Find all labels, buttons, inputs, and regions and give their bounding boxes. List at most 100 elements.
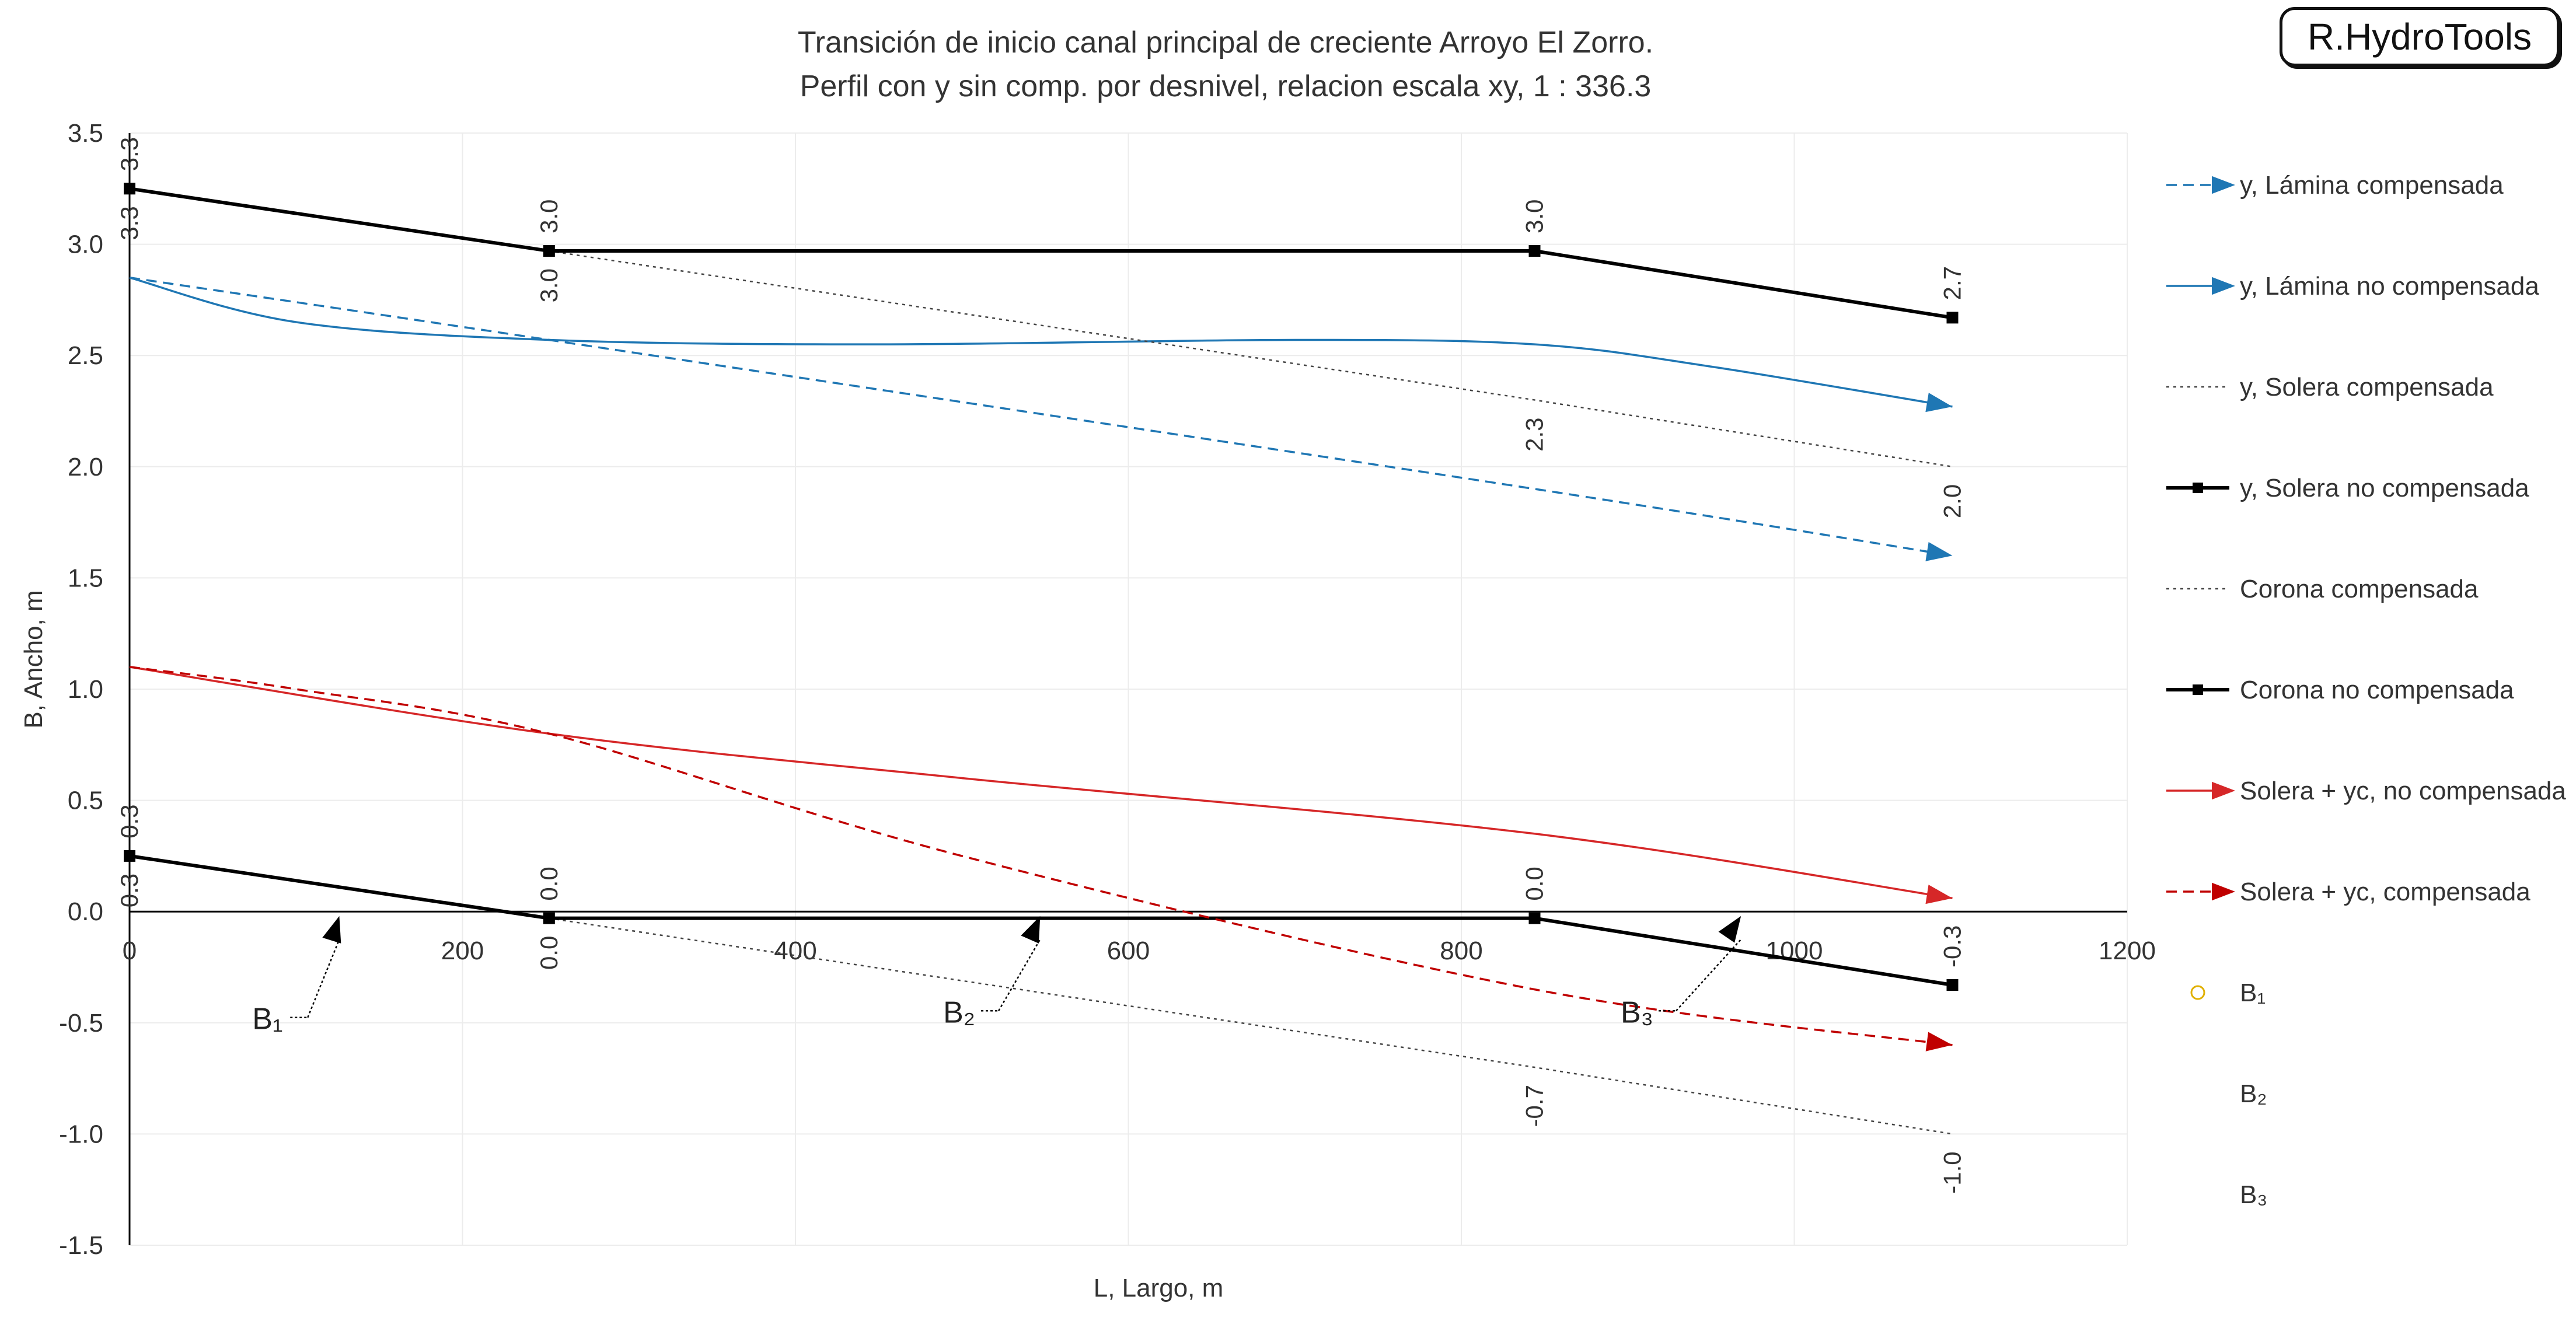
legend-item: y, Solera no compensada [2166,474,2529,502]
legend-swatch-marker [2193,483,2203,493]
data-label: 0.0 [535,936,563,970]
legend-item: B₁ [2190,979,2266,1007]
series-line [129,187,1953,320]
legend-swatch-marker [2193,684,2203,695]
x-axis-title: L, Largo, m [1094,1274,1224,1302]
legend-item: Solera + yc, compensada [2166,878,2530,906]
legend-label: Corona compensada [2240,575,2479,603]
annotation-leader [997,939,1041,1011]
data-label: 3.0 [1521,200,1548,233]
data-point [1946,979,1959,991]
y-tick-label: 1.5 [68,564,103,592]
legend-label: B₂ [2240,1080,2267,1108]
data-point [1528,912,1541,924]
x-tick-label: 1200 [2099,937,2156,965]
annotation-label: B₁ [252,1002,282,1036]
series-line [549,917,1953,1135]
annotations: B₁ B₂ B₃ [252,916,1742,1036]
axes: -1.5 -1.0 -0.5 0.0 0.5 1.0 1.5 2.0 2.5 3.0 3.5 0 200… [59,119,2156,1260]
legend-label: y, Solera no compensada [2240,474,2529,502]
data-label: 0.3 [116,805,143,839]
data-point [543,245,555,257]
brand-logo: R.HydroTools [2280,7,2560,67]
legend-label: B₃ [2240,1180,2267,1209]
legend-label: Solera + yc, compensada [2240,878,2530,906]
legend-item: Corona no compensada [2166,676,2514,704]
legend-swatch-arrow [2212,277,2235,295]
series-end-arrow [1925,542,1953,561]
series-line [129,277,1953,557]
data-label: 2.0 [1938,484,1966,518]
data-point [124,850,135,862]
series-line [129,277,1953,408]
series-end-arrow [1925,393,1953,413]
data-label: 2.3 [1521,417,1548,451]
y-tick-label: 2.5 [68,341,103,370]
y-tick-label: -0.5 [59,1009,103,1037]
x-tick-label: 200 [441,937,484,965]
y-tick-label: -1.0 [59,1120,103,1148]
data-label: -0.3 [1938,925,1966,967]
legend-label: Solera + yc, no compensada [2240,777,2566,805]
legend-swatch-arrow [2212,176,2235,194]
legend-item: B₃ [2240,1180,2267,1209]
legend-label: y, Lámina compensada [2240,171,2504,200]
x-tick-label: 400 [774,937,816,965]
data-label: 3.0 [535,200,563,233]
x-tick-label: 800 [1440,937,1482,965]
legend-label: B₁ [2240,979,2266,1007]
legend-swatch-arrow [2212,882,2235,901]
y-tick-label: 0.5 [68,787,103,815]
legend-item: y, Lámina no compensada [2166,272,2539,301]
legend-swatch-arrow [2212,781,2235,800]
y-tick-label: 0.0 [68,897,103,926]
series [124,183,1959,1135]
data-label: 0.0 [535,867,563,900]
legend-swatch-marker [2190,985,2205,1000]
legend-label: Corona no compensada [2240,676,2514,704]
data-point [1946,312,1959,324]
data-label: 3.3 [116,206,143,240]
data-label: 0.3 [116,874,143,907]
data-point [1528,245,1541,257]
data-point [124,183,135,195]
data-label: 3.3 [116,137,143,171]
y-tick-label: 1.0 [68,675,103,704]
legend-item: Solera + yc, no compensada [2166,777,2566,805]
chart-title: Transición de inicio canal principal de … [798,26,1653,60]
data-label: 0.0 [1521,867,1548,900]
legend-item: y, Lámina compensada [2166,171,2504,200]
legend-label: y, Lámina no compensada [2240,272,2539,301]
y-tick-label: 2.0 [68,453,103,481]
series-line [129,666,1953,1046]
annotation-leader [307,939,340,1018]
annotation-arrow [1718,916,1741,943]
legend-item: y, Solera compensada [2166,373,2494,401]
data-label: -0.7 [1521,1085,1548,1127]
y-tick-label: 3.0 [68,230,103,259]
annotation-arrow [322,916,341,944]
series-end-arrow [1925,885,1953,904]
chart-subtitle: Perfil con y sin comp. por desnivel, rel… [800,69,1652,103]
x-tick-label: 0 [123,937,137,965]
legend-item: Corona compensada [2166,575,2479,603]
data-label: -1.0 [1938,1151,1966,1193]
data-label: 3.0 [535,268,563,302]
series-line [129,666,1953,900]
grid [129,132,2128,1246]
data-labels: 3.3 3.3 3.0 3.0 3.0 2.3 2.7 2.0 0.3 0.3 0.0 0.0 0.0 -… [116,137,1966,1194]
x-tick-label: 600 [1107,937,1150,965]
series-line [129,854,1953,987]
annotation-label: B₃ [1621,995,1653,1029]
data-label: 2.7 [1938,266,1966,300]
series-line [549,250,1953,468]
annotation-arrow [1021,916,1041,944]
legend: y, Lámina compensada y, Lámina no compens… [2166,171,2566,1209]
legend-label: y, Solera compensada [2240,373,2494,401]
annotation-label: B₂ [943,995,975,1029]
annotation-leader [1676,938,1742,1012]
legend-item: B₂ [2240,1080,2267,1108]
series-end-arrow [1925,1032,1953,1051]
data-point [543,912,555,924]
